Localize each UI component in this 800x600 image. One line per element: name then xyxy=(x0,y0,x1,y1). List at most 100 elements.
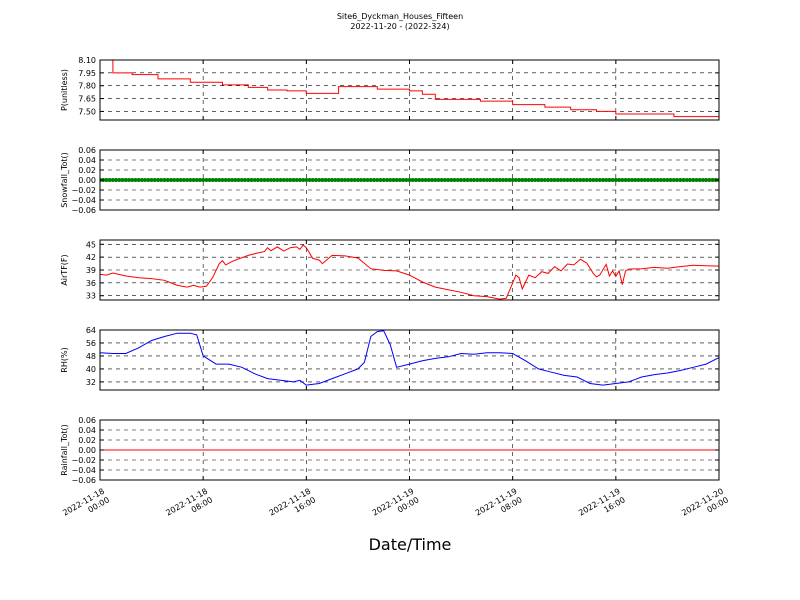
data-point xyxy=(491,178,496,182)
series-line xyxy=(100,244,719,300)
data-point xyxy=(462,178,467,182)
data-point xyxy=(513,178,518,182)
series-2 xyxy=(100,178,719,182)
series-1 xyxy=(100,60,719,118)
data-point xyxy=(339,178,344,182)
data-point xyxy=(658,178,663,182)
data-point xyxy=(294,178,299,182)
y-tick-label: −0.02 xyxy=(71,186,96,195)
data-point xyxy=(471,178,476,182)
data-point xyxy=(381,178,386,182)
data-point xyxy=(336,178,341,182)
data-point xyxy=(333,178,338,182)
data-point xyxy=(530,178,535,182)
data-point xyxy=(668,178,673,182)
x-axis-label: Date/Time xyxy=(369,535,452,554)
data-point xyxy=(442,178,447,182)
data-point xyxy=(578,178,583,182)
data-point xyxy=(265,178,270,182)
data-point xyxy=(397,178,402,182)
y-tick-label: −0.04 xyxy=(71,466,96,475)
data-point xyxy=(694,178,699,182)
data-point xyxy=(523,178,528,182)
data-point xyxy=(191,178,196,182)
data-point xyxy=(391,178,396,182)
y-tick-label: 64 xyxy=(86,326,96,335)
data-point xyxy=(510,178,515,182)
data-point xyxy=(594,178,599,182)
y-axis-label: Rainfall_Tot() xyxy=(60,424,69,476)
y-tick-label: 0.02 xyxy=(78,436,96,445)
data-point xyxy=(201,178,206,182)
data-point xyxy=(633,178,638,182)
data-point xyxy=(214,178,219,182)
data-point xyxy=(352,178,357,182)
data-point xyxy=(278,178,283,182)
subplot-5: −0.06−0.04−0.020.000.020.040.06 Rainfall_… xyxy=(60,416,720,485)
data-point xyxy=(571,178,576,182)
data-point xyxy=(365,178,370,182)
data-point xyxy=(220,178,225,182)
subplot-2: −0.06−0.04−0.020.000.020.040.06 Snowfall_… xyxy=(60,146,720,215)
data-point xyxy=(246,178,251,182)
data-point xyxy=(417,178,422,182)
subplot-4: 32 40 48 56 64 RH(%) xyxy=(60,326,720,391)
data-point xyxy=(330,178,335,182)
data-point xyxy=(481,178,486,182)
data-point xyxy=(591,178,596,182)
data-point xyxy=(378,178,383,182)
data-point xyxy=(533,178,538,182)
y-tick-label: 56 xyxy=(86,339,96,348)
y-tick-label: 48 xyxy=(86,352,96,361)
data-point xyxy=(613,178,618,182)
data-point xyxy=(488,178,493,182)
data-point xyxy=(710,178,715,182)
data-point xyxy=(617,178,622,182)
data-point xyxy=(671,178,676,182)
data-point xyxy=(678,178,683,182)
data-point xyxy=(343,178,348,182)
data-point xyxy=(497,178,502,182)
data-point xyxy=(449,178,454,182)
y-tick-label: 33 xyxy=(86,292,96,301)
y-tick-label: 8.10 xyxy=(78,56,96,65)
y-tick-label: −0.02 xyxy=(71,456,96,465)
data-point xyxy=(320,178,325,182)
data-point xyxy=(185,178,190,182)
data-point xyxy=(139,178,144,182)
data-point xyxy=(446,178,451,182)
data-point xyxy=(475,178,480,182)
data-point xyxy=(165,178,170,182)
subplots: 7.507.657.807.958.10P(unitless)−0.06−0.0… xyxy=(60,56,720,485)
data-point xyxy=(610,178,615,182)
data-point xyxy=(552,178,557,182)
data-point xyxy=(130,178,135,182)
data-point xyxy=(188,178,193,182)
data-point xyxy=(301,178,306,182)
data-point xyxy=(681,178,686,182)
data-point xyxy=(310,178,315,182)
y-tick-label: −0.06 xyxy=(71,476,96,485)
data-point xyxy=(210,178,215,182)
data-point xyxy=(639,178,644,182)
y-tick-label: 7.80 xyxy=(78,82,96,91)
data-point xyxy=(452,178,457,182)
data-point xyxy=(156,178,161,182)
data-point xyxy=(478,178,483,182)
data-point xyxy=(520,178,525,182)
data-point xyxy=(104,178,109,182)
data-point xyxy=(559,178,564,182)
data-point xyxy=(626,178,631,182)
y-tick-label: 0.06 xyxy=(78,416,96,425)
y-axis-label: Snowfall_Tot() xyxy=(60,152,69,208)
data-point xyxy=(368,178,373,182)
series-line xyxy=(100,60,719,118)
y-axis-label: RH(%) xyxy=(60,347,69,372)
data-point xyxy=(568,178,573,182)
subplot-3: 33 36 39 42 45 AirTF(F) xyxy=(60,239,720,301)
data-point xyxy=(317,178,322,182)
